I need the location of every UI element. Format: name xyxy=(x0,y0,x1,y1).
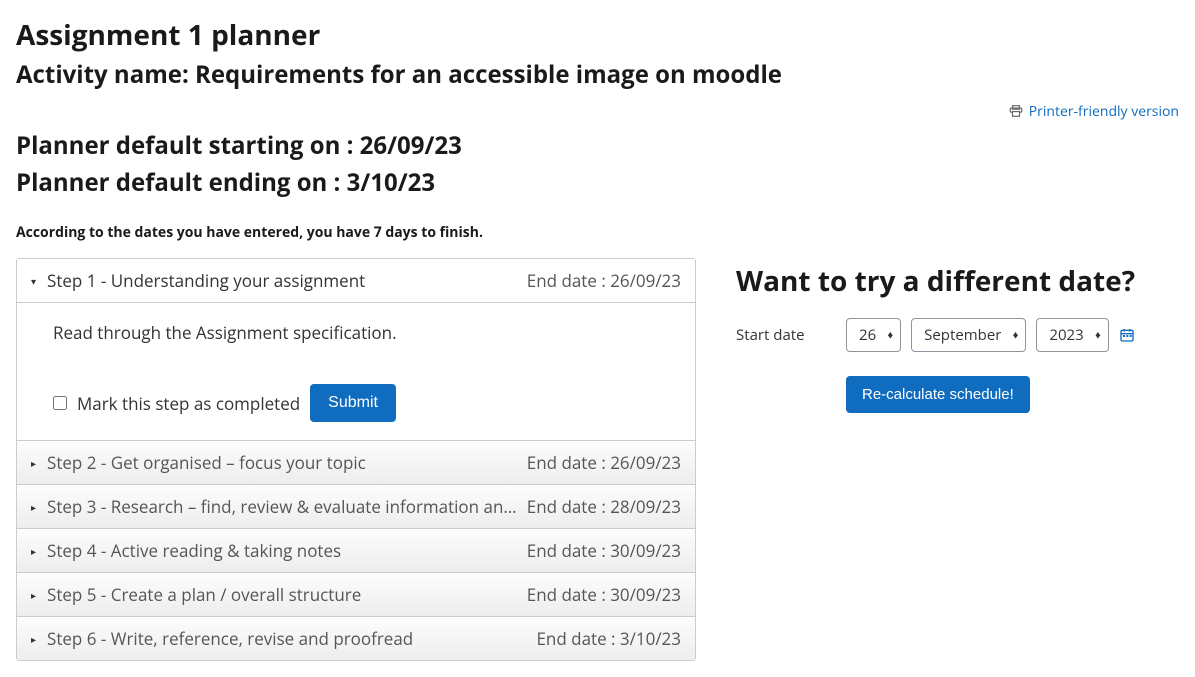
step-label: Step 4 - Active reading & taking notes xyxy=(47,539,527,562)
step-3-header[interactable]: ▸ Step 3 - Research – find, review & eva… xyxy=(17,485,695,529)
month-value: September xyxy=(924,325,1001,345)
caret-right-icon: ▸ xyxy=(31,632,41,646)
year-select[interactable]: 2023 xyxy=(1036,318,1108,352)
printer-friendly-link[interactable]: Printer-friendly version xyxy=(1009,102,1179,121)
step-end-date: End date : 26/09/23 xyxy=(527,451,681,474)
recalculate-button[interactable]: Re-calculate schedule! xyxy=(846,376,1030,413)
step-label: Step 2 - Get organised – focus your topi… xyxy=(47,451,527,474)
step-label: Step 1 - Understanding your assignment xyxy=(47,269,527,292)
day-value: 26 xyxy=(859,325,876,345)
step-end-date: End date : 28/09/23 xyxy=(527,495,681,518)
planner-end-date: Planner default ending on : 3/10/23 xyxy=(16,166,1179,199)
printer-link-label: Printer-friendly version xyxy=(1029,102,1179,121)
caret-right-icon: ▸ xyxy=(31,456,41,470)
step-1-body: Read through the Assignment specificatio… xyxy=(17,303,695,441)
day-select[interactable]: 26 xyxy=(846,318,901,352)
step-end-date: End date : 30/09/23 xyxy=(527,583,681,606)
caret-down-icon: ▾ xyxy=(31,274,41,288)
caret-right-icon: ▸ xyxy=(31,588,41,602)
printer-icon xyxy=(1009,104,1023,118)
mark-complete-label: Mark this step as completed xyxy=(77,392,300,415)
step-end-date: End date : 30/09/23 xyxy=(527,539,681,562)
caret-right-icon: ▸ xyxy=(31,500,41,514)
days-remaining-info: According to the dates you have entered,… xyxy=(16,223,1179,242)
step-4-header[interactable]: ▸ Step 4 - Active reading & taking notes… xyxy=(17,529,695,573)
planner-start-date: Planner default starting on : 26/09/23 xyxy=(16,129,1179,162)
activity-name: Activity name: Requirements for an acces… xyxy=(16,58,1179,91)
start-date-row: Start date 26 ♦ September ♦ 2023 ♦ xyxy=(736,318,1179,352)
step-label: Step 3 - Research – find, review & evalu… xyxy=(47,495,527,518)
page-title: Assignment 1 planner xyxy=(16,16,1179,54)
step-5-header[interactable]: ▸ Step 5 - Create a plan / overall struc… xyxy=(17,573,695,617)
calendar-icon[interactable] xyxy=(1119,327,1135,343)
start-date-label: Start date xyxy=(736,325,836,345)
printer-row: Printer-friendly version xyxy=(16,101,1179,123)
step-label: Step 6 - Write, reference, revise and pr… xyxy=(47,627,536,650)
step-6-header[interactable]: ▸ Step 6 - Write, reference, revise and … xyxy=(17,617,695,660)
mark-complete-checkbox[interactable] xyxy=(53,396,67,410)
steps-accordion: ▾ Step 1 - Understanding your assignment… xyxy=(16,258,696,661)
try-different-date-heading: Want to try a different date? xyxy=(736,262,1179,300)
step-1-header[interactable]: ▾ Step 1 - Understanding your assignment… xyxy=(17,259,695,303)
step-2-header[interactable]: ▸ Step 2 - Get organised – focus your to… xyxy=(17,441,695,485)
step-end-date: End date : 26/09/23 xyxy=(527,269,681,292)
submit-button[interactable]: Submit xyxy=(310,384,396,422)
month-select[interactable]: September xyxy=(911,318,1026,352)
step-instructions: Read through the Assignment specificatio… xyxy=(53,321,669,344)
step-end-date: End date : 3/10/23 xyxy=(536,627,681,650)
year-value: 2023 xyxy=(1049,325,1083,345)
caret-right-icon: ▸ xyxy=(31,544,41,558)
step-label: Step 5 - Create a plan / overall structu… xyxy=(47,583,527,606)
